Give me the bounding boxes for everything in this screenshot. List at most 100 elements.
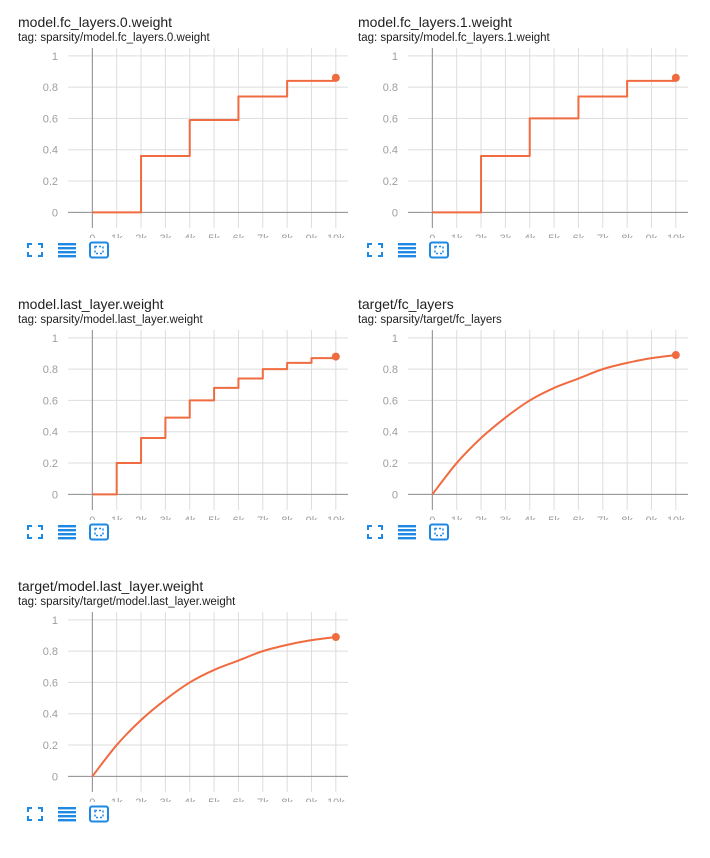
x-tick-label: 7k [257, 797, 269, 802]
line-chart[interactable]: 0 0.2 0.4 0.6 0.8 1 0 1k 2k 3k 4k 5k 6k 7k 8k 9k 10k [358, 330, 698, 520]
x-tick-label: 7k [257, 233, 269, 238]
x-tick-label: 5k [548, 233, 560, 238]
toggle-log-scale-icon [398, 243, 416, 258]
fit-domain-icon [89, 805, 109, 823]
x-tick-label: 9k [306, 233, 318, 238]
x-tick-label: 4k [184, 797, 196, 802]
series-line [91, 636, 336, 777]
grid [408, 330, 688, 510]
x-tick-label: 4k [184, 233, 196, 238]
toggle-log-scale-icon[interactable] [56, 241, 78, 259]
x-tick-label: 0 [429, 233, 435, 238]
x-tick-label: 0 [89, 233, 95, 238]
x-tick-label: 10k [667, 233, 685, 238]
x-tick-label: 5k [208, 797, 220, 802]
x-tick-label: 1k [111, 797, 123, 802]
y-tick-label: 1 [52, 333, 58, 345]
line-chart[interactable]: 0 0.2 0.4 0.6 0.8 1 0 1k 2k 3k 4k 5k 6k 7k 8k 9k 10k [18, 612, 358, 802]
fullscreen-icon[interactable] [24, 805, 46, 823]
x-tick-label: 6k [233, 515, 245, 520]
y-tick-label: 0 [392, 489, 398, 501]
line-chart[interactable]: 0 0.2 0.4 0.6 0.8 1 0 1k 2k 3k 4k 5k 6k 7k 8k 9k 10k [18, 330, 358, 520]
toggle-log-scale-icon[interactable] [56, 523, 78, 541]
fullscreen-icon [367, 243, 383, 257]
fit-domain-icon[interactable] [88, 241, 110, 259]
x-tick-label: 8k [621, 233, 633, 238]
x-tick-label: 1k [451, 233, 463, 238]
x-tick-label: 2k [475, 515, 487, 520]
y-tick-label: 0.8 [43, 646, 58, 658]
x-tick-label: 8k [281, 515, 293, 520]
grid [68, 330, 348, 510]
line-chart[interactable]: 0 0.2 0.4 0.6 0.8 1 0 1k 2k 3k 4k 5k 6k 7k 8k 9k 10k [18, 48, 358, 238]
x-tick-label: 3k [160, 515, 172, 520]
y-tick-label: 1 [52, 615, 58, 627]
series-line [92, 356, 337, 496]
x-tick-label: 5k [548, 515, 560, 520]
x-tick-label: 3k [500, 233, 512, 238]
chart-title: model.fc_layers.0.weight [18, 14, 173, 30]
y-tick-label: 0 [52, 489, 58, 501]
fit-domain-icon[interactable] [428, 523, 450, 541]
x-tick-label: 2k [135, 233, 147, 238]
fullscreen-icon[interactable] [24, 241, 46, 259]
chart-tag: tag: sparsity/model.fc_layers.0.weight [18, 32, 210, 44]
chart-title: model.fc_layers.1.weight [358, 14, 513, 30]
x-tick-label: 0 [89, 515, 95, 520]
y-tick-label: 1 [392, 51, 398, 63]
x-tick-label: 5k [208, 515, 220, 520]
chart-card: model.fc_layers.0.weight tag: sparsity/m… [18, 14, 358, 294]
x-tick-label: 7k [597, 515, 609, 520]
x-tick-label: 2k [135, 515, 147, 520]
x-tick-label: 8k [281, 797, 293, 802]
fit-domain-icon[interactable] [428, 241, 450, 259]
x-tick-label: 0 [429, 515, 435, 520]
fullscreen-icon[interactable] [24, 523, 46, 541]
last-point-marker [331, 352, 340, 361]
grid [408, 48, 688, 228]
series-line [431, 354, 676, 495]
y-tick-label: 0 [392, 207, 398, 219]
y-tick-label: 0.4 [43, 145, 58, 157]
y-tick-label: 1 [52, 51, 58, 63]
y-tick-label: 0.2 [383, 176, 398, 188]
fullscreen-icon[interactable] [364, 523, 386, 541]
y-tick-label: 0.4 [43, 709, 58, 721]
y-tick-label: 0 [52, 771, 58, 783]
series-line [92, 77, 337, 214]
x-tick-label: 8k [281, 233, 293, 238]
y-tick-label: 0.2 [383, 458, 398, 470]
x-tick-label: 1k [451, 515, 463, 520]
x-tick-label: 4k [524, 515, 536, 520]
toggle-log-scale-icon [58, 525, 76, 540]
x-tick-label: 9k [646, 233, 658, 238]
x-tick-label: 5k [208, 233, 220, 238]
toggle-log-scale-icon[interactable] [56, 805, 78, 823]
x-tick-label: 9k [306, 515, 318, 520]
fullscreen-icon[interactable] [364, 241, 386, 259]
toggle-log-scale-icon [398, 525, 416, 540]
x-tick-label: 1k [111, 515, 123, 520]
fit-domain-icon [429, 241, 449, 259]
x-tick-label: 4k [184, 515, 196, 520]
chart-card: model.last_layer.weight tag: sparsity/mo… [18, 296, 358, 576]
toggle-log-scale-icon[interactable] [396, 241, 418, 259]
fit-domain-icon[interactable] [88, 523, 110, 541]
fullscreen-icon [27, 525, 43, 539]
fit-domain-icon[interactable] [88, 805, 110, 823]
line-chart[interactable]: 0 0.2 0.4 0.6 0.8 1 0 1k 2k 3k 4k 5k 6k 7k 8k 9k 10k [358, 48, 698, 238]
x-tick-label: 10k [327, 797, 345, 802]
x-tick-label: 8k [621, 515, 633, 520]
y-tick-label: 0.2 [43, 458, 58, 470]
x-tick-label: 4k [524, 233, 536, 238]
fullscreen-icon [27, 243, 43, 257]
y-tick-label: 1 [392, 333, 398, 345]
x-tick-label: 9k [646, 515, 658, 520]
fullscreen-icon [27, 807, 43, 821]
x-tick-label: 3k [160, 797, 172, 802]
toggle-log-scale-icon[interactable] [396, 523, 418, 541]
chart-title: model.last_layer.weight [18, 296, 164, 312]
x-tick-label: 10k [667, 515, 685, 520]
x-tick-label: 3k [500, 515, 512, 520]
x-tick-label: 2k [135, 797, 147, 802]
